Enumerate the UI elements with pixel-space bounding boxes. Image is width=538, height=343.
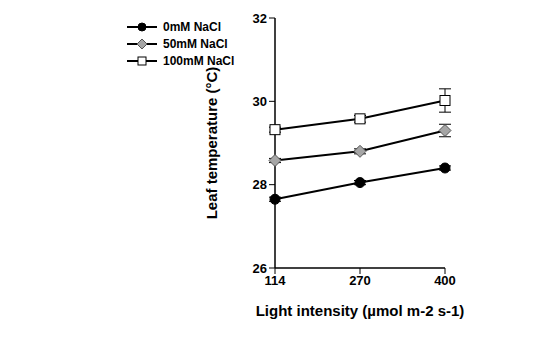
svg-text:26: 26 (253, 261, 267, 276)
svg-text:270: 270 (349, 273, 371, 288)
svg-text:400: 400 (434, 273, 456, 288)
html-text:50mM NaCl: 50mM NaCl (163, 36, 228, 51)
svg-text:32: 32 (253, 11, 267, 26)
svg-text:30: 30 (253, 94, 267, 109)
svg-text:Light intensity (µmol m-2 s-1): Light intensity (µmol m-2 s-1) (256, 302, 465, 319)
html-text:100mM NaCl: 100mM NaCl (163, 53, 235, 68)
svg-text:Leaf temperature (°C): Leaf temperature (°C) (203, 67, 220, 220)
html-text:0mM NaCl: 0mM NaCl (163, 19, 221, 34)
svg-text:28: 28 (253, 177, 267, 192)
svg-text:114: 114 (265, 273, 287, 288)
